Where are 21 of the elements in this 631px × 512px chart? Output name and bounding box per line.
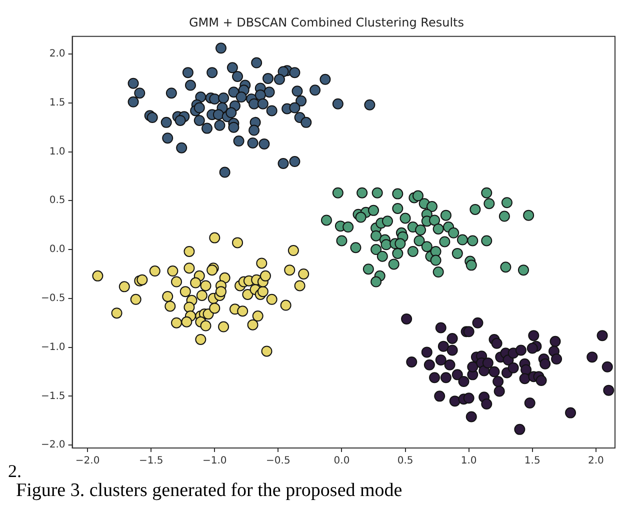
x-tick-label: 1.5 [524, 456, 540, 467]
x-tick-label: 0.5 [397, 456, 414, 467]
y-tick-label: −0.5 [40, 293, 66, 304]
chart-title: GMM + DBSCAN Combined Clustering Results [188, 15, 464, 30]
y-tick-label: 0.5 [49, 195, 66, 206]
x-tick-label: −2.0 [75, 456, 100, 467]
x-tick-label: −0.5 [266, 456, 290, 467]
x-tick-label: −1.5 [138, 456, 164, 467]
y-tick-label: 1.5 [49, 97, 66, 108]
y-tick-label: −1.5 [40, 390, 66, 402]
x-tick-label: −1.0 [202, 456, 227, 467]
y-tick-label: 1.0 [49, 146, 66, 158]
y-tick-label: −2.0 [40, 440, 66, 451]
y-tick-label: −1.0 [40, 342, 66, 353]
caption: Figure 3. clusters generated for the proposed mode [16, 480, 402, 502]
y-tick-label: 2.0 [49, 48, 66, 60]
y-tick-label: 0.0 [49, 244, 66, 256]
text: 2. [8, 460, 22, 482]
x-tick-label: 0.0 [334, 456, 350, 467]
x-tick-label: 1.0 [460, 456, 477, 467]
x-tick-label: 2.0 [588, 456, 604, 467]
